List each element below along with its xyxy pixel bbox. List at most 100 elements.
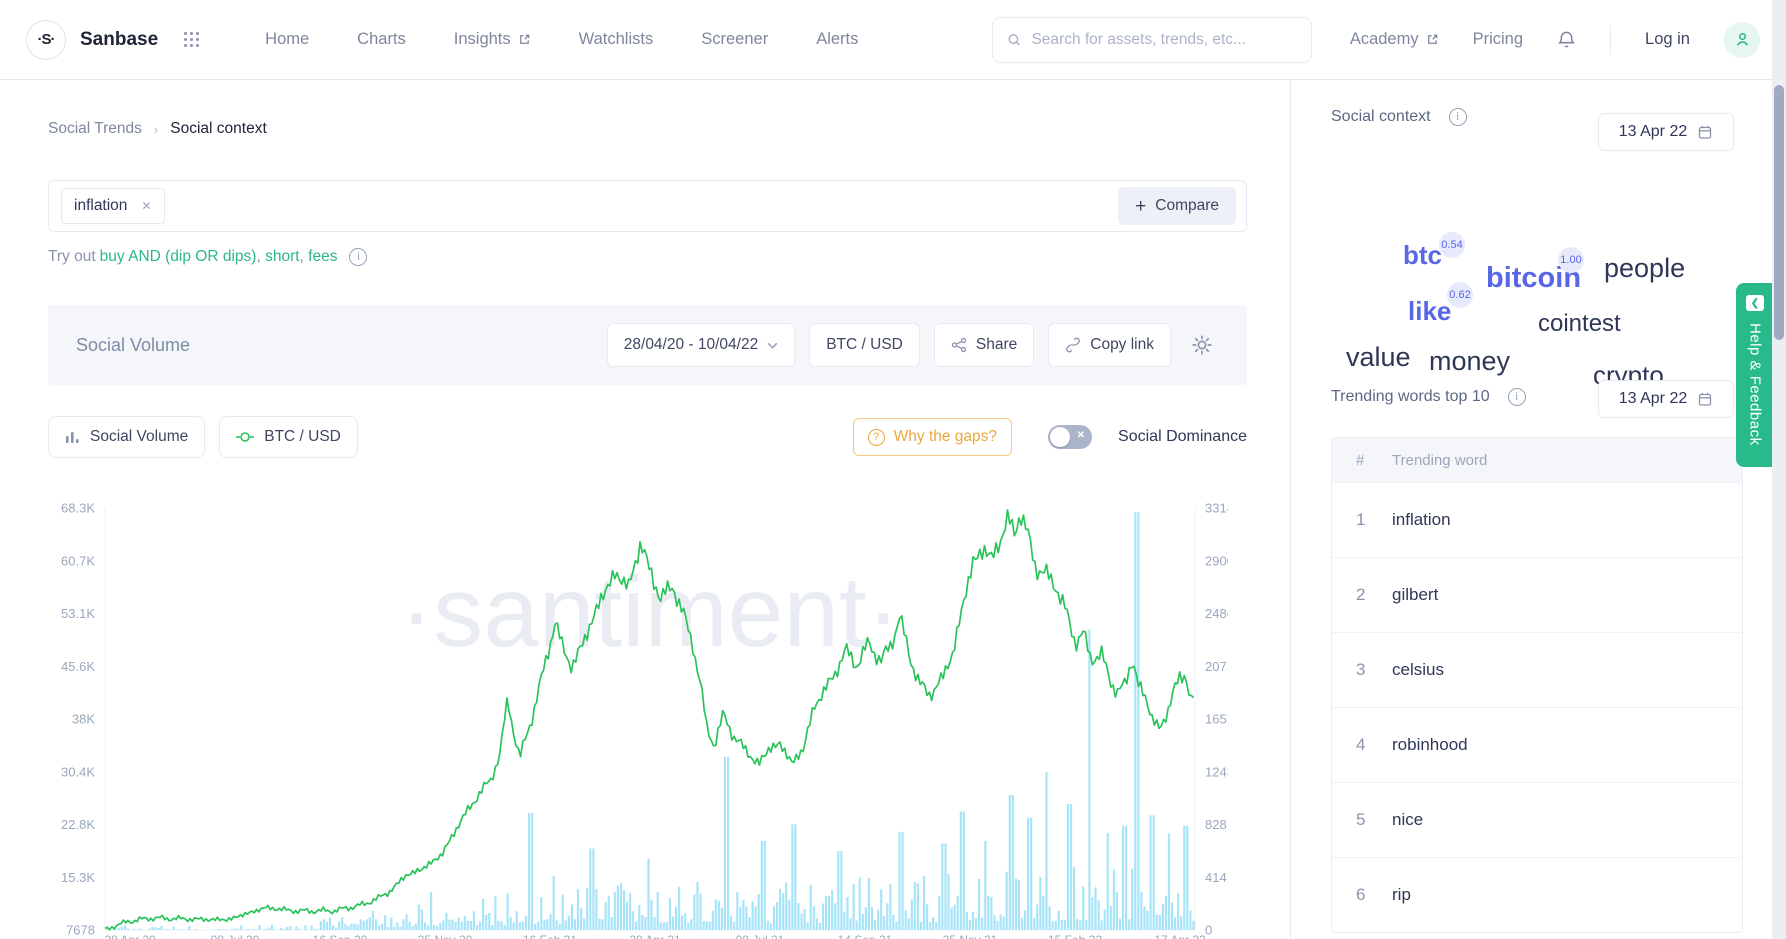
nav-link-charts[interactable]: Charts (357, 30, 406, 48)
suggestion-link[interactable]: short (265, 248, 300, 265)
cloud-word-btc[interactable]: btc 0.54 (1403, 232, 1465, 271)
volume-bar (877, 909, 880, 930)
volume-bar (806, 922, 809, 930)
volume-bar (264, 928, 267, 930)
academy-link[interactable]: Academy (1350, 30, 1439, 49)
breadcrumb-social-trends[interactable]: Social Trends (48, 120, 142, 137)
volume-bar (194, 929, 197, 930)
volume-bar (457, 917, 460, 930)
login-button[interactable]: Log in (1645, 30, 1690, 48)
cloud-word-people[interactable]: people (1604, 253, 1686, 283)
table-row-nice[interactable]: 5 nice (1332, 782, 1742, 857)
trending-date-label: 13 Apr 22 (1618, 390, 1688, 407)
volume-bar (938, 896, 941, 930)
compare-button[interactable]: + Compare (1118, 187, 1236, 225)
help-feedback-label: Help & Feedback (1746, 323, 1764, 446)
row-word[interactable]: gilbert (1392, 585, 1439, 604)
cloud-word-like[interactable]: like 0.62 (1408, 282, 1473, 327)
row-word[interactable]: inflation (1392, 510, 1451, 529)
asset-button[interactable]: BTC / USD (809, 323, 920, 367)
cloud-word-money[interactable]: money (1429, 346, 1511, 376)
nav-link-watchlists[interactable]: Watchlists (578, 30, 654, 48)
table-row-inflation[interactable]: 1 inflation (1332, 482, 1742, 557)
query-chip[interactable]: inflation ✕ (61, 188, 165, 224)
volume-bar (426, 925, 430, 930)
volume-bar (849, 918, 852, 930)
volume-bar (1189, 910, 1192, 930)
volume-bar (540, 897, 543, 930)
brand-name[interactable]: Sanbase (80, 28, 159, 50)
info-icon[interactable]: i (349, 248, 368, 266)
table-row-robinhood[interactable]: 4 robinhood (1332, 707, 1742, 782)
table-row-celsius[interactable]: 3 celsius (1332, 632, 1742, 707)
scrollbar-thumb[interactable] (1774, 85, 1784, 340)
volume-bar (417, 904, 420, 930)
row-word[interactable]: rip (1392, 885, 1411, 904)
cloud-word-bitcoin[interactable]: bitcoin 1.00 (1486, 247, 1584, 295)
trending-date-picker-button[interactable]: 13 Apr 22 (1598, 380, 1734, 418)
nav-link-home[interactable]: Home (265, 30, 310, 48)
page-scrollbar[interactable] (1772, 0, 1786, 939)
cloud-word-value[interactable]: value (1346, 342, 1411, 372)
global-search[interactable] (991, 16, 1312, 63)
table-row-gilbert[interactable]: 2 gilbert (1332, 557, 1742, 632)
avatar[interactable] (1724, 21, 1760, 58)
volume-bar (999, 914, 1002, 930)
volume-bar (950, 907, 953, 930)
sanbase-logo-icon[interactable]: ·S· (26, 19, 66, 60)
volume-bar (944, 843, 947, 930)
share-button[interactable]: Share (933, 323, 1035, 367)
search-input[interactable] (1031, 30, 1297, 49)
volume-bar (763, 840, 766, 930)
volume-bar (246, 929, 249, 930)
volume-bar (681, 915, 684, 930)
volume-bar (671, 916, 675, 930)
volume-bar (344, 924, 347, 930)
volume-bar (368, 917, 371, 930)
nav-link-screener[interactable]: Screener (701, 30, 769, 48)
date-range-button[interactable]: 28/04/20 - 10/04/22 (606, 323, 796, 367)
social-volume-chart[interactable]: ·santiment· 68.3K 60.7K 53.1K 45.6K 38K 30.4K 2… (48, 496, 1234, 939)
copy-link-button[interactable]: Copy link (1048, 323, 1171, 367)
context-date-picker-button[interactable]: 13 Apr 22 (1598, 113, 1734, 151)
apps-grid-icon[interactable] (184, 32, 199, 47)
suggestion-link[interactable]: fees (308, 248, 338, 265)
volume-bar (494, 895, 497, 930)
volume-bar (965, 912, 968, 930)
volume-bar (727, 756, 730, 930)
nav-link-alerts[interactable]: Alerts (816, 30, 859, 48)
social-context-info-icon[interactable]: i (1448, 108, 1467, 126)
cloud-word-cointest[interactable]: cointest (1538, 310, 1621, 337)
volume-bar (534, 923, 537, 930)
suggestion-link[interactable]: buy AND (dip OR dips) (99, 248, 257, 265)
asset-legend-button[interactable]: BTC / USD (219, 416, 358, 458)
social-dominance-toggle[interactable]: ✕ (1048, 425, 1093, 449)
row-word[interactable]: nice (1392, 810, 1424, 829)
help-feedback-tab[interactable]: ❮ Help & Feedback (1736, 283, 1774, 467)
settings-gear-button[interactable] (1185, 328, 1219, 362)
why-the-gaps-button[interactable]: ? Why the gaps? (852, 418, 1013, 456)
volume-bar (687, 922, 690, 930)
volume-bar (506, 893, 509, 930)
user-icon (1736, 32, 1748, 46)
volume-bar (837, 851, 840, 930)
volume-bar (733, 921, 736, 930)
volume-bar (325, 921, 329, 930)
row-word[interactable]: robinhood (1392, 735, 1468, 754)
volume-bar (818, 923, 821, 930)
table-row-rip[interactable]: 6 rip (1332, 857, 1742, 932)
notifications-bell-icon[interactable] (1557, 30, 1576, 49)
pricing-link[interactable]: Pricing (1472, 30, 1524, 48)
nav-link-insights[interactable]: Insights (454, 30, 531, 49)
volume-bar (898, 831, 901, 930)
volume-bar (632, 911, 635, 930)
row-word[interactable]: celsius (1392, 660, 1444, 679)
volume-bar (953, 904, 956, 930)
volume-bar (405, 914, 408, 930)
volume-bar (387, 927, 390, 930)
query-input-box[interactable]: inflation ✕ + Compare (48, 180, 1247, 232)
chip-remove-icon[interactable]: ✕ (141, 199, 152, 213)
metric-social-volume-button[interactable]: Social Volume (48, 416, 206, 458)
volume-bar (240, 925, 243, 930)
trending-info-icon[interactable]: i (1507, 388, 1526, 406)
